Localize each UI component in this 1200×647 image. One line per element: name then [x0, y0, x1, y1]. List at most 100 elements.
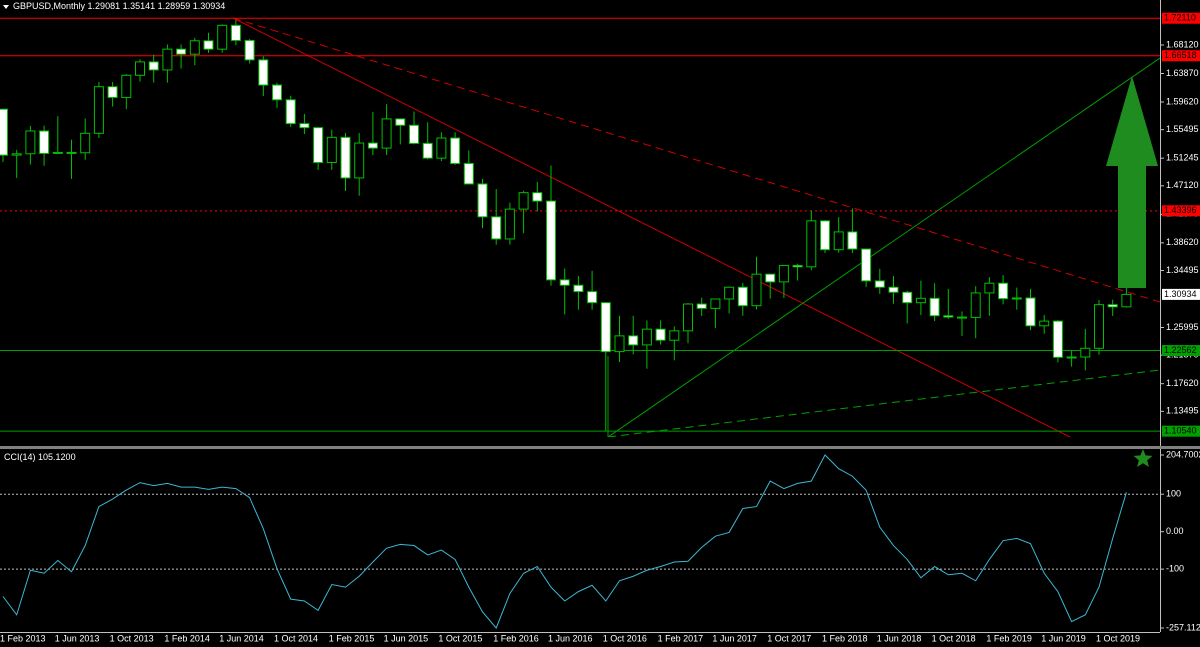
candle-body: [998, 282, 1009, 300]
candle-body: [477, 183, 488, 218]
cci-pane: [0, 454, 1160, 629]
candle-body: [518, 192, 529, 210]
x-tick-label: 1 Oct 2018: [932, 633, 976, 643]
x-tick-label: 1 Oct 2019: [1096, 633, 1140, 643]
candle-body: [655, 328, 666, 341]
y-tick-label: 1.25995: [1166, 322, 1199, 332]
candle-body: [751, 273, 762, 307]
candle-body: [395, 118, 406, 126]
candle-body: [833, 231, 844, 251]
y-tick-label: 1.63870: [1166, 68, 1199, 78]
candle-body: [806, 220, 817, 268]
candle-body: [943, 315, 954, 318]
candle-body: [1107, 304, 1118, 308]
x-tick-label: 1 Jun 2015: [384, 633, 429, 643]
candle-body: [0, 108, 8, 156]
x-tick-label: 1 Feb 2016: [493, 633, 539, 643]
y-tick-label: 1.47120: [1166, 180, 1199, 190]
axes: 1.68120 1.63870 1.59620 1.55495 1.51245 1.471…: [0, 12, 1200, 643]
x-tick-label: 1 Feb 2014: [164, 633, 210, 643]
x-tick-label: 1 Jun 2017: [712, 633, 757, 643]
candle-body: [381, 118, 392, 149]
candle-body: [135, 61, 145, 76]
candle-body: [52, 151, 63, 154]
candle-body: [367, 142, 378, 149]
cci-title: CCI(14): [4, 452, 36, 462]
candle-body: [929, 297, 940, 317]
candle-body: [354, 142, 365, 179]
candle-body: [299, 123, 310, 129]
candle-body: [573, 284, 584, 293]
candle-body: [984, 282, 995, 294]
level-label-box: [1162, 12, 1200, 24]
header-close: 1.30934: [193, 1, 226, 11]
candle-body: [463, 163, 474, 185]
candle-body: [915, 297, 926, 304]
x-tick-label: 1 Feb 2013: [0, 633, 46, 643]
trendline: [607, 369, 1160, 437]
trendline: [607, 57, 1160, 437]
level-label: 1.10540: [1164, 426, 1197, 436]
candle-body: [1011, 297, 1022, 300]
level-label: 1.22562: [1164, 345, 1197, 355]
candle-body: [422, 142, 433, 159]
candle-body: [874, 280, 885, 288]
y-tick-label: 1.34495: [1166, 265, 1199, 275]
candle-body: [450, 137, 461, 165]
candle-body: [765, 273, 776, 283]
level-label-box: [1162, 425, 1200, 437]
y-tick-label: 0.00: [1166, 526, 1184, 536]
candle-body: [491, 216, 502, 240]
candle-body: [710, 298, 721, 309]
candle-body: [162, 48, 173, 71]
candle-body: [217, 24, 228, 50]
candle-body: [285, 99, 296, 125]
trendline: [232, 17, 1160, 303]
candle-body: [409, 124, 419, 144]
level-label-box: [1162, 50, 1200, 62]
candle-body: [436, 137, 447, 159]
x-tick-label: 1 Oct 2016: [603, 633, 647, 643]
candle-body: [11, 153, 22, 156]
x-tick-label: 1 Jun 2014: [219, 633, 264, 643]
candle-body: [970, 292, 981, 318]
candle-body: [1094, 304, 1104, 349]
level-label: 1.72110: [1164, 13, 1196, 23]
x-tick-label: 1 Oct 2017: [767, 633, 811, 643]
level-label: 1.66518: [1164, 50, 1197, 60]
candle-body: [600, 302, 611, 353]
x-tick-label: 1 Jun 2016: [548, 633, 593, 643]
header-open: 1.29081: [88, 1, 121, 11]
up-arrow: [1106, 76, 1158, 288]
candle-body: [861, 248, 872, 282]
candle-body: [792, 264, 803, 268]
price-pane: [0, 17, 1160, 432]
candle-body: [39, 130, 50, 154]
x-tick-label: 1 Oct 2013: [110, 633, 154, 643]
star: [1133, 449, 1153, 467]
last-price-label: 1.30934: [1164, 289, 1197, 299]
candle-body: [340, 136, 351, 179]
candle-body: [176, 48, 187, 55]
candle-body: [532, 192, 543, 202]
candle-body: [1052, 320, 1063, 358]
x-tick-label: 1 Jun 2019: [1041, 633, 1086, 643]
candle-body: [614, 335, 625, 353]
candle-body: [737, 286, 748, 307]
cci-value: 105.1200: [38, 452, 76, 462]
trendlines: [232, 17, 1160, 437]
candle-body: [189, 40, 200, 55]
candle-body: [230, 24, 241, 41]
y-tick-label: 1.38620: [1166, 237, 1199, 247]
candle-body: [326, 136, 337, 164]
candle-body: [778, 264, 789, 283]
x-tick-label: 1 Jun 2013: [55, 633, 100, 643]
x-tick-label: 1 Jun 2018: [877, 633, 922, 643]
candle-body: [820, 220, 830, 251]
candle-body: [25, 130, 36, 155]
candle-body: [148, 61, 159, 71]
x-tick-label: 1 Oct 2014: [274, 633, 318, 643]
candle-body: [1066, 356, 1077, 359]
